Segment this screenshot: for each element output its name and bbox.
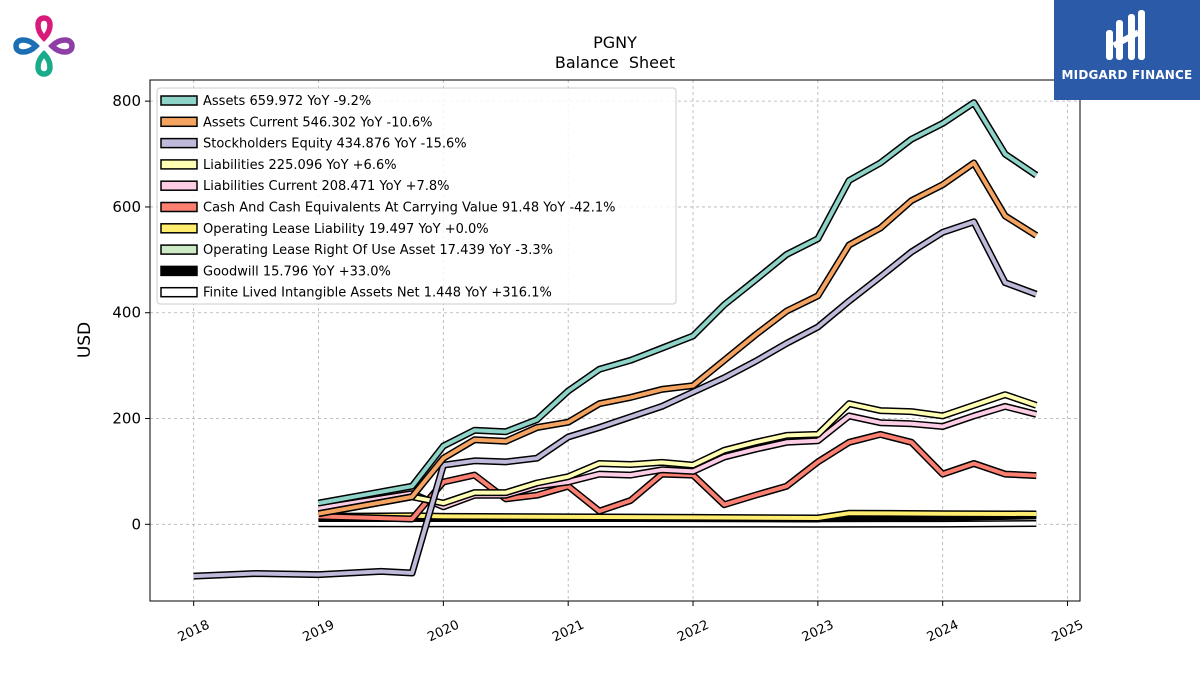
- legend-swatch: [160, 116, 198, 128]
- legend-entry: Goodwill 15.796 YoY +33.0%: [160, 264, 391, 279]
- pgny-logo-icon: [13, 15, 75, 77]
- legend-label: Stockholders Equity 434.876 YoY -15.6%: [203, 137, 467, 152]
- legend-swatch: [160, 159, 198, 170]
- legend-label: Goodwill 15.796 YoY +33.0%: [203, 264, 391, 279]
- series-stockholders-equity: [193, 218, 1038, 580]
- legend-swatch: [160, 137, 198, 149]
- legend-swatch: [160, 265, 198, 277]
- legend-box: [156, 87, 677, 305]
- series-line: [318, 392, 1037, 516]
- midgard-finance-badge: MIDGARD FINANCE: [1054, 0, 1200, 100]
- series-line: [193, 219, 1037, 579]
- legend-entry: Operating Lease Liability 19.497 YoY +0.…: [160, 222, 489, 237]
- legend-swatch: [160, 95, 198, 106]
- x-tick-label: 2022: [675, 618, 711, 646]
- legend-swatch: [160, 244, 198, 255]
- x-tick-label: 2021: [550, 618, 586, 646]
- legend-entry: Stockholders Equity 434.876 YoY -15.6%: [160, 137, 467, 152]
- y-tick-label: 800: [112, 92, 141, 110]
- legend-entry: Cash And Cash Equivalents At Carrying Va…: [160, 201, 615, 216]
- legend-swatch: [160, 180, 198, 191]
- midgard-logo-icon: [1106, 10, 1145, 60]
- legend-label: Cash And Cash Equivalents At Carrying Va…: [203, 201, 615, 216]
- legend-label: Liabilities 225.096 YoY +6.6%: [203, 158, 397, 173]
- legend-entry: Operating Lease Right Of Use Asset 17.43…: [160, 243, 553, 258]
- series-operating-lease-liability: [318, 509, 1037, 522]
- series-line: [318, 432, 1037, 521]
- y-axis-label: USD: [75, 322, 95, 358]
- x-tick-label: 2024: [925, 618, 961, 646]
- x-tick-label: 2019: [301, 618, 337, 646]
- legend-label: Liabilities Current 208.471 YoY +7.8%: [203, 179, 450, 194]
- legend-entry: Liabilities 225.096 YoY +6.6%: [160, 158, 397, 173]
- brand-name: MIDGARD FINANCE: [1061, 68, 1193, 82]
- x-tick-label: 2018: [176, 618, 212, 646]
- series-line: [318, 161, 1038, 516]
- y-tick-label: 200: [112, 410, 141, 428]
- chart-subtitle: Balance Sheet: [555, 53, 675, 72]
- plot-frame: [149, 79, 1081, 602]
- legend-label: Assets 659.972 YoY -9.2%: [203, 94, 371, 109]
- legend-swatch: [160, 201, 198, 213]
- x-tick-label: 2023: [800, 618, 836, 646]
- series-line: [318, 511, 1037, 520]
- x-tick-label: 2025: [1050, 618, 1086, 646]
- legend-swatch: [160, 223, 198, 234]
- x-tick-label: 2020: [425, 618, 461, 646]
- legend-label: Finite Lived Intangible Assets Net 1.448…: [203, 286, 552, 301]
- legend-label: Assets Current 546.302 YoY -10.6%: [203, 115, 433, 130]
- legend-label: Operating Lease Liability 19.497 YoY +0.…: [203, 222, 489, 237]
- legend-entry: Assets 659.972 YoY -9.2%: [160, 94, 371, 109]
- series-assets-current: [317, 159, 1039, 518]
- series-liabilities: [317, 391, 1038, 518]
- legend-entry: Assets Current 546.302 YoY -10.6%: [160, 115, 433, 130]
- y-tick-label: 600: [112, 198, 141, 216]
- legend: Assets 659.972 YoY -9.2% Assets Current 5…: [156, 87, 677, 305]
- series-line: [318, 100, 1038, 506]
- series-line: [318, 521, 1037, 527]
- y-tick-label: 0: [131, 515, 141, 533]
- legend-entry: Liabilities Current 208.471 YoY +7.8%: [160, 179, 450, 194]
- series-cash-and-cash-equivalents-at-carrying-value: [318, 430, 1037, 523]
- series-finite-lived-intangible-assets-net: [318, 520, 1037, 528]
- legend-label: Operating Lease Right Of Use Asset 17.43…: [203, 243, 553, 258]
- chart-title: PGNY: [593, 33, 637, 52]
- legend-swatch: [160, 286, 198, 298]
- y-tick-label: 400: [112, 304, 141, 322]
- legend-entry: Finite Lived Intangible Assets Net 1.448…: [160, 286, 552, 301]
- series-assets: [317, 99, 1039, 507]
- series-group: [193, 99, 1039, 580]
